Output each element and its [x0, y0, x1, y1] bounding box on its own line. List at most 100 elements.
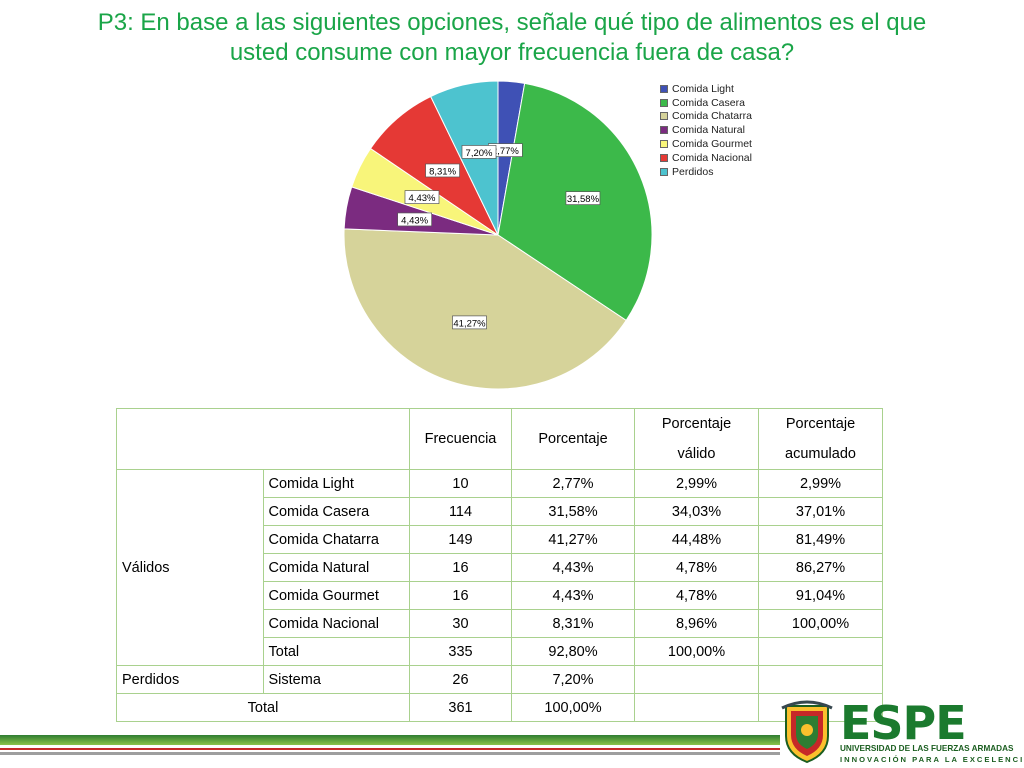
cell-frecuencia: 30: [409, 609, 512, 638]
footer-green-bar: [0, 735, 780, 745]
cell-frecuencia: 26: [409, 665, 512, 694]
svg-text:41,27%: 41,27%: [453, 318, 486, 329]
table-header-row: Frecuencia Porcentaje Porcentaje válido …: [116, 408, 883, 470]
row-label: Total: [262, 637, 410, 666]
cell-acumulado: 86,27%: [758, 553, 883, 582]
legend-label: Comida Chatarra: [672, 110, 752, 123]
cell-porcentaje: 41,27%: [511, 525, 635, 554]
legend-label: Comida Gourmet: [672, 138, 752, 151]
legend-label: Comida Casera: [672, 96, 745, 109]
pie-data-label: 7,20%: [461, 145, 497, 159]
table-row-total: Total 361 100,00%: [116, 693, 883, 722]
university-name: UNIVERSIDAD DE LAS FUERZAS ARMADAS: [840, 744, 1014, 753]
pie-data-label: 4,43%: [404, 190, 440, 204]
header-frecuencia: Frecuencia: [409, 408, 512, 470]
legend-label: Perdidos: [672, 165, 714, 178]
total-label: Total: [116, 693, 410, 722]
table-row-perdidos: Perdidos Sistema 26 7,20%: [116, 665, 883, 694]
cell-frecuencia: 114: [409, 497, 512, 526]
pie-data-label: 31,58%: [565, 191, 601, 205]
row-label: Sistema: [262, 665, 410, 694]
cell-acumulado: 81,49%: [758, 525, 883, 554]
cell-frecuencia: 335: [409, 637, 512, 666]
header-porcentaje-valido-line2: válido: [677, 446, 716, 462]
frequency-table: Frecuencia Porcentaje Porcentaje válido …: [116, 408, 883, 722]
row-label: Comida Natural: [262, 553, 410, 582]
svg-text:4,43%: 4,43%: [409, 193, 436, 204]
table-row: Comida Natural 16 4,43% 4,78% 86,27%: [117, 553, 883, 582]
header-porcentaje-acumulado-line2: acumulado: [785, 446, 856, 462]
cell-acumulado: 91,04%: [758, 581, 883, 610]
cell-acumulado: 2,99%: [758, 469, 883, 498]
table-row: Comida Chatarra 149 41,27% 44,48% 81,49%: [117, 525, 883, 554]
cell-frecuencia: 16: [409, 553, 512, 582]
legend-item: Comida Gourmet: [660, 137, 752, 151]
slide-title: P3: En base a las siguientes opciones, s…: [40, 8, 984, 68]
svg-text:8,31%: 8,31%: [429, 166, 456, 177]
cell-porcentaje: 92,80%: [511, 637, 635, 666]
legend-swatch: [660, 140, 668, 149]
university-motto: INNOVACIÓN PARA LA EXCELENCIA: [840, 755, 1024, 764]
cell-valido: 8,96%: [634, 609, 759, 638]
legend-item: Comida Nacional: [660, 151, 752, 165]
legend-swatch: [660, 167, 668, 176]
cell-valido: 44,48%: [634, 525, 759, 554]
footer-gray-line: [0, 752, 780, 755]
cell-valido: 100,00%: [634, 637, 759, 666]
pie-data-label: 4,43%: [397, 212, 432, 226]
cell-valido: 2,99%: [634, 469, 759, 498]
cell-porcentaje: 31,58%: [511, 497, 635, 526]
svg-text:4,43%: 4,43%: [401, 215, 428, 226]
svg-text:7,20%: 7,20%: [466, 148, 493, 159]
cell-valido: 4,78%: [634, 581, 759, 610]
cell-porcentaje: 100,00%: [511, 693, 635, 722]
table-row: Comida Gourmet 16 4,43% 4,78% 91,04%: [117, 581, 883, 610]
cell-valido: [634, 665, 759, 694]
cell-frecuencia: 10: [409, 469, 512, 498]
header-porcentaje-acumulado-line1: Porcentaje: [785, 416, 856, 432]
svg-text:31,58%: 31,58%: [567, 194, 600, 205]
row-label: Comida Chatarra: [262, 525, 410, 554]
pie-chart: 2,77% 31,58% 41,27% 4,43% 4,43% 8,31% 7,20%: [343, 80, 653, 390]
cell-frecuencia: 361: [409, 693, 512, 722]
row-label: Comida Gourmet: [262, 581, 410, 610]
legend-swatch: [660, 153, 668, 162]
legend-swatch: [660, 98, 668, 107]
cell-porcentaje: 4,43%: [511, 553, 635, 582]
pie-slice-comida-chatarra: [343, 228, 627, 390]
group-perdidos: Perdidos: [116, 665, 264, 694]
header-porcentaje-valido: Porcentaje válido: [634, 408, 759, 470]
cell-valido: 4,78%: [634, 553, 759, 582]
legend-swatch: [660, 84, 668, 93]
legend-item: Comida Natural: [660, 123, 752, 137]
cell-porcentaje: 2,77%: [511, 469, 635, 498]
cell-valido: 34,03%: [634, 497, 759, 526]
header-porcentaje-acumulado: Porcentaje acumulado: [758, 408, 883, 470]
legend-label: Comida Light: [672, 82, 734, 95]
espe-wordmark: ESPE: [840, 696, 967, 750]
header-porcentaje-valido-line1: Porcentaje: [661, 416, 732, 432]
header-blank-cell: [116, 408, 410, 470]
footer-red-line: [0, 748, 780, 750]
svg-text:2,77%: 2,77%: [492, 146, 519, 157]
pie-data-label: 41,27%: [452, 315, 487, 329]
title-line-2: usted consume con mayor frecuencia fuera…: [229, 39, 795, 66]
legend-item: Comida Light: [660, 82, 752, 96]
row-label: Comida Nacional: [262, 609, 410, 638]
legend-swatch: [660, 112, 668, 121]
cell-acumulado: 37,01%: [758, 497, 883, 526]
cell-acumulado: [758, 637, 883, 666]
group-validos: Válidos: [116, 469, 264, 666]
cell-frecuencia: 16: [409, 581, 512, 610]
cell-frecuencia: 149: [409, 525, 512, 554]
legend-label: Comida Nacional: [672, 151, 752, 164]
legend-item: Perdidos: [660, 165, 752, 179]
cell-porcentaje: 7,20%: [511, 665, 635, 694]
legend-item: Comida Chatarra: [660, 110, 752, 124]
row-label: Comida Light: [262, 469, 410, 498]
cell-valido: [634, 693, 759, 722]
legend-item: Comida Casera: [660, 96, 752, 110]
legend-swatch: [660, 126, 668, 135]
cell-acumulado: 100,00%: [758, 609, 883, 638]
table-row: Válidos Comida Light 10 2,77% 2,99% 2,99…: [116, 469, 883, 666]
